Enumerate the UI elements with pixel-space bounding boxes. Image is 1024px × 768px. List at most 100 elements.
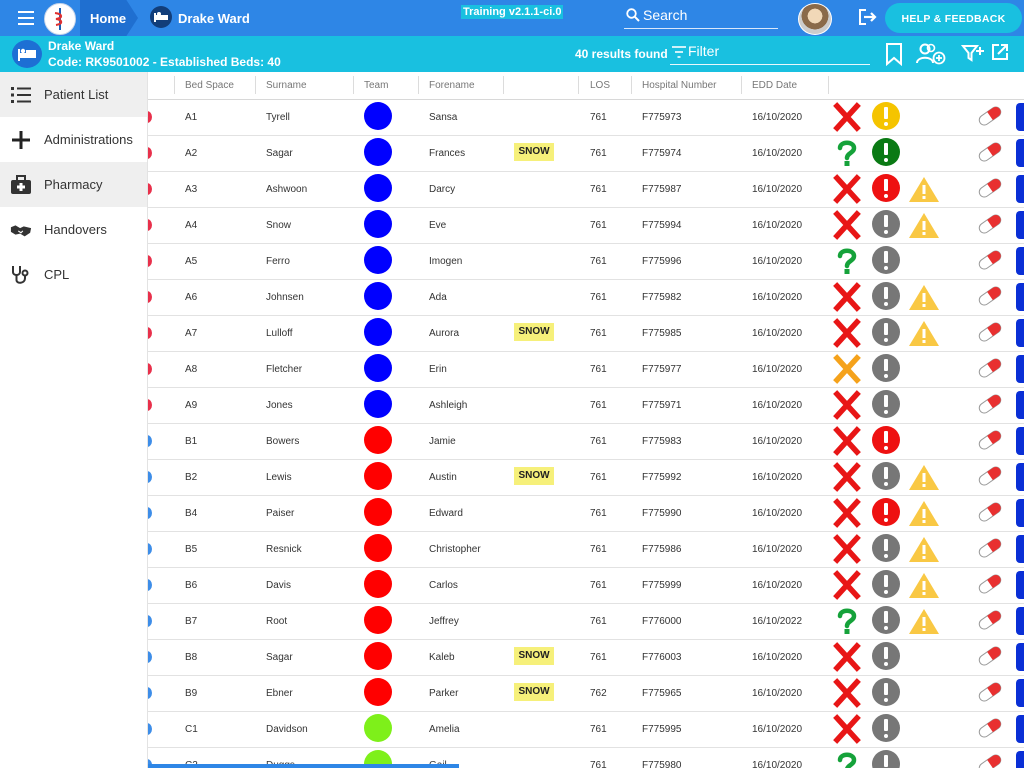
alert-icon[interactable] xyxy=(872,246,900,274)
row-action-button[interactable] xyxy=(1016,463,1024,491)
alert-icon[interactable] xyxy=(872,570,900,598)
table-row[interactable]: A9 Jones Ashleigh 761 F775971 16/10/2020 xyxy=(148,387,1024,424)
search-input[interactable]: Search xyxy=(624,4,778,29)
medication-pill-icon[interactable] xyxy=(977,645,1003,667)
row-action-button[interactable] xyxy=(1016,247,1024,275)
table-row[interactable]: B4 Paiser Edward 761 F775990 16/10/2020 xyxy=(148,495,1024,532)
menu-icon[interactable] xyxy=(18,11,34,25)
sidebar-item-handovers[interactable]: Handovers xyxy=(0,207,147,252)
column-header-los[interactable]: LOS xyxy=(590,80,611,91)
row-action-button[interactable] xyxy=(1016,535,1024,563)
sidebar-item-administrations[interactable]: Administrations xyxy=(0,117,147,162)
bookmark-icon[interactable] xyxy=(884,42,904,66)
row-action-button[interactable] xyxy=(1016,103,1024,131)
row-action-button[interactable] xyxy=(1016,571,1024,599)
alert-icon[interactable] xyxy=(872,750,900,768)
filter-input[interactable]: Filter xyxy=(670,42,870,65)
row-action-button[interactable] xyxy=(1016,211,1024,239)
alert-icon[interactable] xyxy=(872,138,900,166)
medication-pill-icon[interactable] xyxy=(977,249,1003,271)
row-action-button[interactable] xyxy=(1016,715,1024,743)
alert-icon[interactable] xyxy=(872,102,900,130)
table-row[interactable]: A4 Snow Eve 761 F775994 16/10/2020 xyxy=(148,207,1024,244)
row-action-button[interactable] xyxy=(1016,427,1024,455)
row-action-button[interactable] xyxy=(1016,391,1024,419)
table-row[interactable]: C1 Davidson Amelia 761 F775995 16/10/2020 xyxy=(148,711,1024,748)
table-row[interactable]: B2 Lewis Austin SNOW 761 F775992 16/10/2020 xyxy=(148,459,1024,496)
medication-pill-icon[interactable] xyxy=(977,681,1003,703)
table-row[interactable]: A3 Ashwoon Darcy 761 F775987 16/10/2020 xyxy=(148,171,1024,208)
breadcrumb-ward[interactable]: Drake Ward xyxy=(178,11,250,26)
alert-icon[interactable] xyxy=(872,282,900,310)
help-feedback-button[interactable]: HELP & FEEDBACK xyxy=(885,3,1022,33)
breadcrumb-home[interactable]: Home xyxy=(80,0,138,36)
medication-pill-icon[interactable] xyxy=(977,429,1003,451)
horizontal-scrollbar[interactable] xyxy=(148,764,459,768)
medication-pill-icon[interactable] xyxy=(977,177,1003,199)
table-row[interactable]: B9 Ebner Parker SNOW 762 F775965 16/10/2020 xyxy=(148,675,1024,712)
table-row[interactable]: A6 Johnsen Ada 761 F775982 16/10/2020 xyxy=(148,279,1024,316)
alert-icon[interactable] xyxy=(872,498,900,526)
medication-pill-icon[interactable] xyxy=(977,501,1003,523)
alert-icon[interactable] xyxy=(872,318,900,346)
row-action-button[interactable] xyxy=(1016,643,1024,671)
sidebar-item-patient-list[interactable]: Patient List xyxy=(0,72,147,117)
medication-pill-icon[interactable] xyxy=(977,609,1003,631)
table-row[interactable]: B7 Root Jeffrey 761 F776000 16/10/2022 xyxy=(148,603,1024,640)
column-header-team[interactable]: Team xyxy=(364,80,389,91)
alert-icon[interactable] xyxy=(872,534,900,562)
medication-pill-icon[interactable] xyxy=(977,357,1003,379)
column-header-surname[interactable]: Surname xyxy=(266,80,307,91)
table-row[interactable]: B8 Sagar Kaleb SNOW 761 F776003 16/10/2020 xyxy=(148,639,1024,676)
alert-icon[interactable] xyxy=(872,390,900,418)
alert-icon[interactable] xyxy=(872,174,900,202)
row-action-button[interactable] xyxy=(1016,607,1024,635)
column-header-hospital-number[interactable]: Hospital Number xyxy=(642,80,717,91)
alert-icon[interactable] xyxy=(872,210,900,238)
medication-pill-icon[interactable] xyxy=(977,141,1003,163)
table-row[interactable]: B1 Bowers Jamie 761 F775983 16/10/2020 xyxy=(148,423,1024,460)
alert-icon[interactable] xyxy=(872,606,900,634)
medication-pill-icon[interactable] xyxy=(977,105,1003,127)
row-action-button[interactable] xyxy=(1016,175,1024,203)
table-row[interactable]: A2 Sagar Frances SNOW 761 F775974 16/10/2020 xyxy=(148,135,1024,172)
table-row[interactable]: A5 Ferro Imogen 761 F775996 16/10/2020 xyxy=(148,243,1024,280)
medication-pill-icon[interactable] xyxy=(977,537,1003,559)
medication-pill-icon[interactable] xyxy=(977,321,1003,343)
alert-icon[interactable] xyxy=(872,462,900,490)
alert-icon[interactable] xyxy=(872,354,900,382)
alert-icon[interactable] xyxy=(872,642,900,670)
table-row[interactable]: B5 Resnick Christopher 761 F775986 16/10/2020 xyxy=(148,531,1024,568)
row-action-button[interactable] xyxy=(1016,355,1024,383)
medication-pill-icon[interactable] xyxy=(977,753,1003,768)
add-user-icon[interactable] xyxy=(915,42,947,66)
alert-icon[interactable] xyxy=(872,678,900,706)
sidebar-item-pharmacy[interactable]: Pharmacy xyxy=(0,162,147,207)
filter-add-icon[interactable] xyxy=(961,42,985,64)
medication-pill-icon[interactable] xyxy=(977,213,1003,235)
column-header-forename[interactable]: Forename xyxy=(429,80,475,91)
row-action-button[interactable] xyxy=(1016,751,1024,768)
table-row[interactable]: A1 Tyrell Sansa 761 F775973 16/10/2020 xyxy=(148,99,1024,136)
medication-pill-icon[interactable] xyxy=(977,465,1003,487)
open-external-icon[interactable] xyxy=(990,42,1010,62)
medication-pill-icon[interactable] xyxy=(977,285,1003,307)
logout-icon[interactable] xyxy=(858,8,878,26)
row-action-button[interactable] xyxy=(1016,499,1024,527)
app-logo[interactable] xyxy=(44,3,76,35)
medication-pill-icon[interactable] xyxy=(977,573,1003,595)
avatar[interactable] xyxy=(798,3,832,35)
table-row[interactable]: A7 Lulloff Aurora SNOW 761 F775985 16/10/2020 xyxy=(148,315,1024,352)
medication-pill-icon[interactable] xyxy=(977,393,1003,415)
alert-icon[interactable] xyxy=(872,426,900,454)
column-header-bed-space[interactable]: Bed Space xyxy=(185,80,234,91)
sidebar-item-cpl[interactable]: CPL xyxy=(0,252,147,297)
row-action-button[interactable] xyxy=(1016,283,1024,311)
row-action-button[interactable] xyxy=(1016,679,1024,707)
alert-icon[interactable] xyxy=(872,714,900,742)
row-action-button[interactable] xyxy=(1016,319,1024,347)
table-row[interactable]: B6 Davis Carlos 761 F775999 16/10/2020 xyxy=(148,567,1024,604)
row-action-button[interactable] xyxy=(1016,139,1024,167)
medication-pill-icon[interactable] xyxy=(977,717,1003,739)
table-row[interactable]: A8 Fletcher Erin 761 F775977 16/10/2020 xyxy=(148,351,1024,388)
